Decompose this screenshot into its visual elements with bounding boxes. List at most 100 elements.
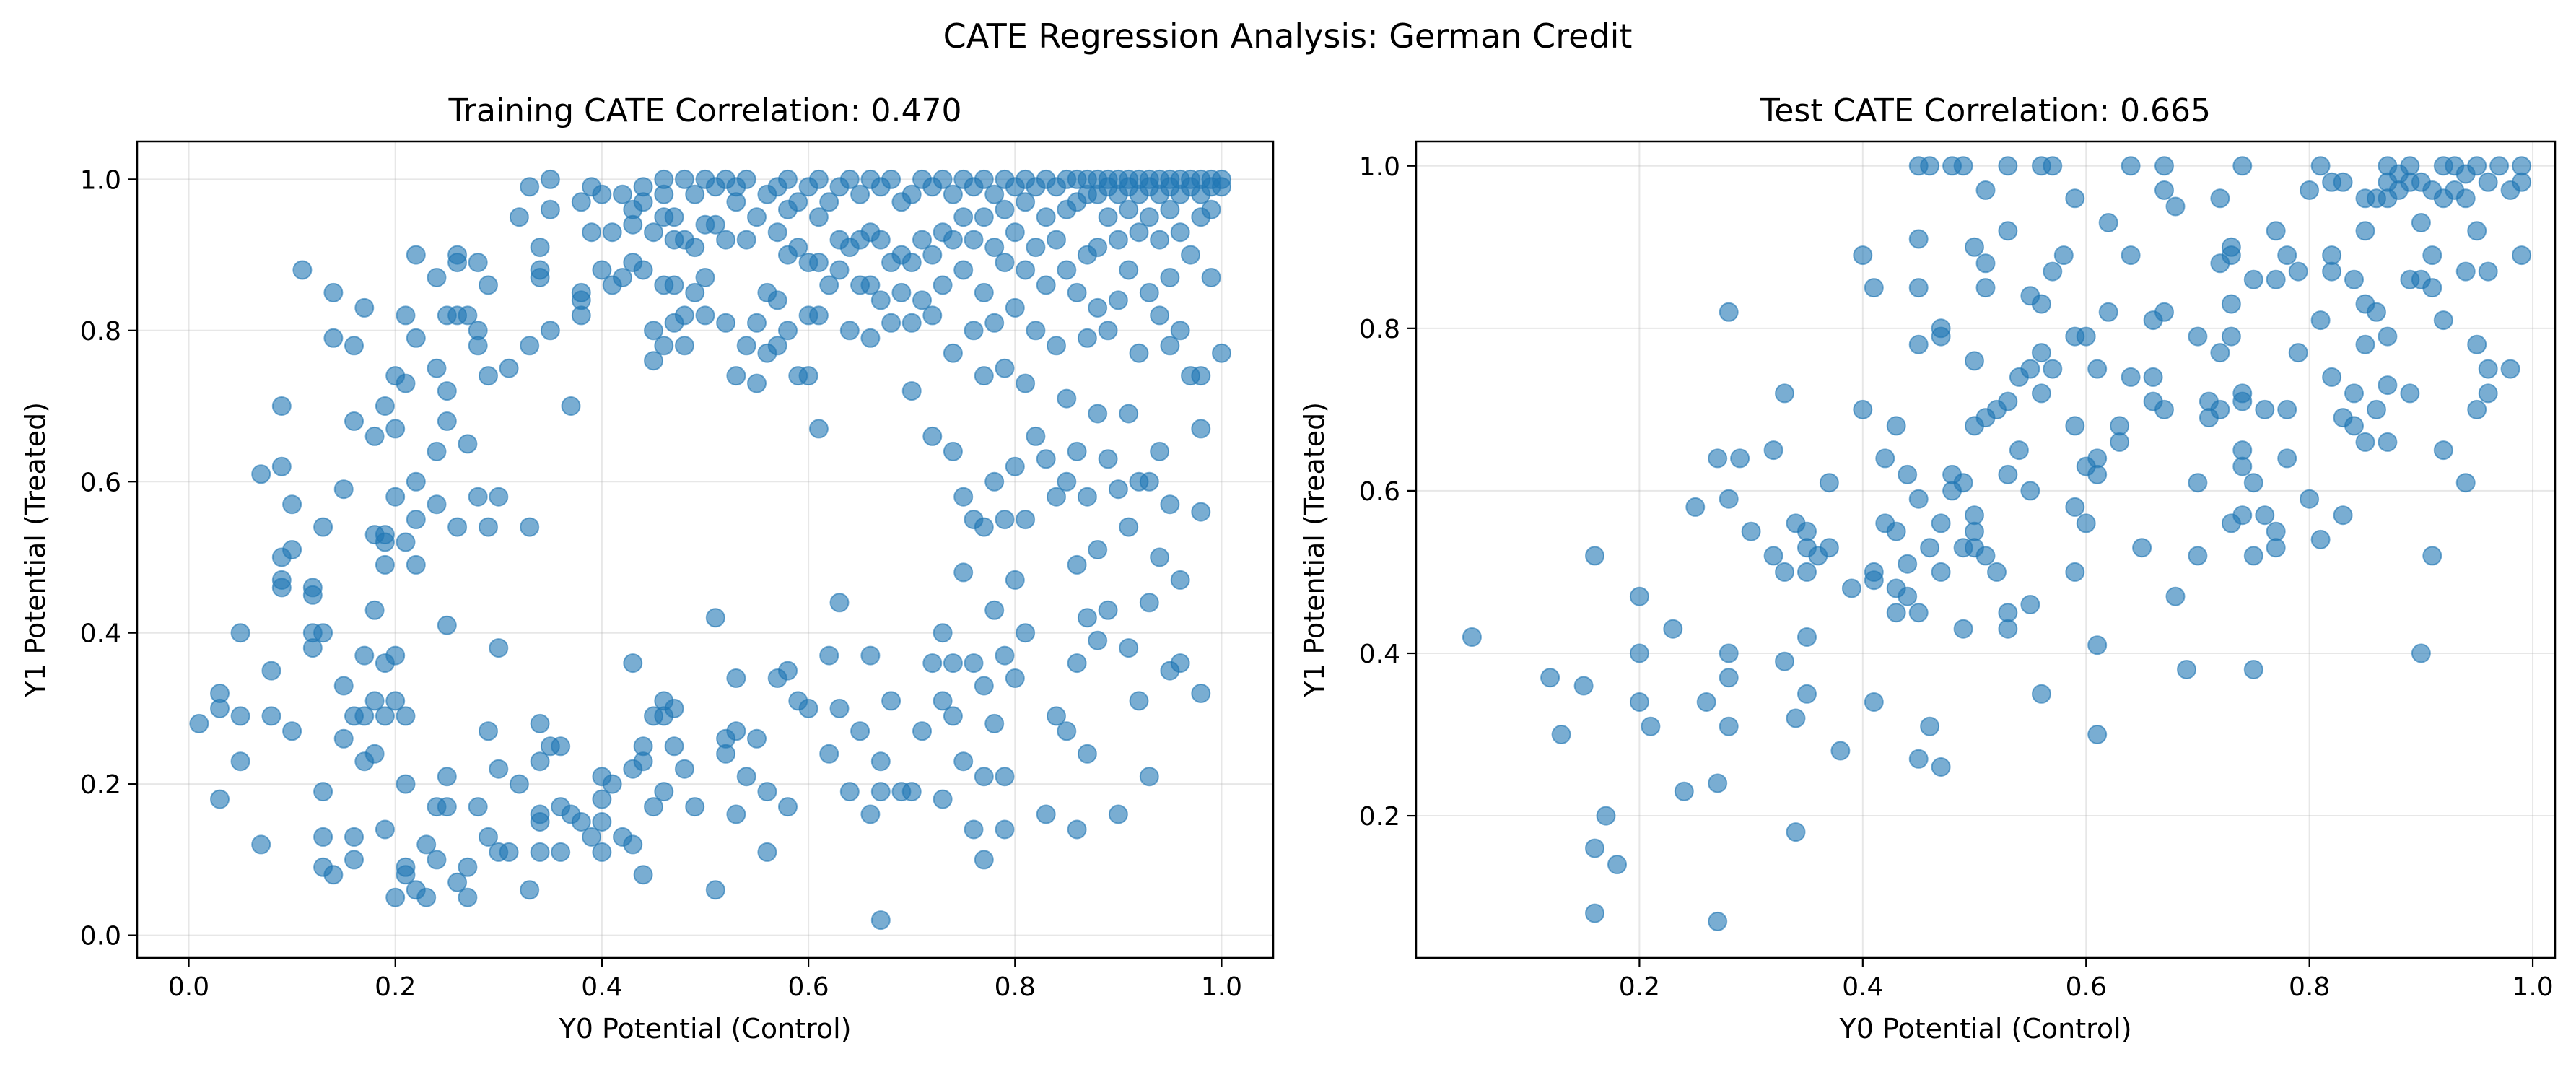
training-point [540, 199, 560, 219]
test-point [2344, 383, 2364, 404]
test-point [1931, 562, 1951, 582]
training-point [385, 645, 406, 666]
training-point [1088, 540, 1108, 559]
test-point [1585, 838, 1604, 858]
training-point [644, 222, 663, 243]
training-point [313, 517, 333, 537]
training-point [385, 419, 406, 439]
test-point [2255, 399, 2275, 419]
test-point [2422, 245, 2442, 266]
training-point [736, 336, 756, 356]
test-point [2232, 456, 2253, 476]
training-point [1016, 192, 1036, 212]
training-point [364, 600, 385, 620]
test-point [1573, 676, 1594, 696]
test-point [2266, 521, 2286, 541]
test-point [2344, 416, 2364, 436]
training-point [901, 782, 922, 802]
training-point [808, 419, 829, 439]
training-point [747, 207, 767, 227]
training-point [1119, 638, 1139, 658]
test-point [1886, 603, 1906, 623]
test-point [2378, 432, 2398, 452]
test-point [1629, 643, 1649, 663]
training-point [1108, 479, 1128, 500]
training-xlabel: Y0 Potential (Control) [558, 1013, 851, 1045]
test-point [2500, 359, 2520, 379]
training-point [530, 268, 550, 287]
test-point [2478, 383, 2498, 404]
test-point [2355, 334, 2375, 354]
test-point [2467, 334, 2487, 354]
test-point [1908, 489, 1929, 509]
test-point [1629, 692, 1649, 712]
test-point [2110, 416, 2130, 436]
training-point [829, 698, 850, 718]
training-point [798, 366, 818, 386]
training-point [974, 850, 994, 870]
training-point [1036, 449, 1056, 469]
training-point [1191, 502, 1211, 522]
training-point [385, 487, 406, 507]
test-point [1708, 773, 1728, 793]
training-xtick-label: 0.8 [995, 972, 1036, 1002]
training-point [1139, 207, 1159, 227]
training-point [943, 230, 963, 250]
training-point [974, 169, 994, 189]
training-point [964, 653, 984, 674]
training-point [1016, 373, 1036, 393]
training-point [736, 169, 756, 189]
test-point [1641, 716, 1661, 736]
test-point [2422, 278, 2442, 298]
test-point [1585, 546, 1604, 566]
test-point [2121, 156, 2141, 176]
training-point [778, 661, 798, 681]
training-point [396, 532, 416, 552]
training-point [726, 668, 746, 688]
training-ytick-label: 0.8 [80, 317, 121, 347]
training-point [571, 812, 591, 832]
training-point [705, 608, 725, 628]
training-point [427, 494, 447, 515]
training-point [1160, 268, 1180, 287]
test-point [2020, 595, 2040, 614]
training-point [282, 540, 302, 559]
test-point [1998, 156, 2018, 176]
training-point [271, 396, 292, 416]
training-point [540, 321, 560, 341]
test-point [2210, 343, 2230, 363]
training-point [943, 184, 963, 204]
training-point [447, 253, 468, 273]
training-point [1047, 706, 1066, 726]
training-point [767, 290, 787, 310]
training-point [313, 827, 333, 847]
training-point [396, 865, 416, 885]
test-ytick-label: 0.8 [1359, 315, 1400, 344]
training-point [396, 373, 416, 393]
training-point [458, 434, 478, 454]
training-point [674, 759, 694, 779]
training-axes-frame [136, 140, 1275, 959]
test-point [1763, 546, 1783, 566]
training-point [1212, 343, 1231, 363]
training-xtick-label: 0.6 [787, 972, 829, 1002]
training-xtick-label: 0.2 [375, 972, 416, 1002]
training-point [354, 706, 375, 726]
training-point [592, 812, 612, 832]
training-point [230, 751, 250, 772]
test-point [2043, 359, 2063, 379]
training-point [922, 426, 943, 446]
test-point [2165, 196, 2186, 217]
test-point [2087, 448, 2108, 469]
training-point [1088, 404, 1108, 424]
training-point [736, 230, 756, 250]
training-point [716, 744, 736, 764]
training-point [644, 351, 663, 371]
test-point [2355, 221, 2375, 241]
test-point [2367, 399, 2386, 419]
test-point [2333, 505, 2353, 526]
training-point [1139, 767, 1159, 787]
test-point [1908, 278, 1929, 298]
test-point [1786, 822, 1806, 842]
